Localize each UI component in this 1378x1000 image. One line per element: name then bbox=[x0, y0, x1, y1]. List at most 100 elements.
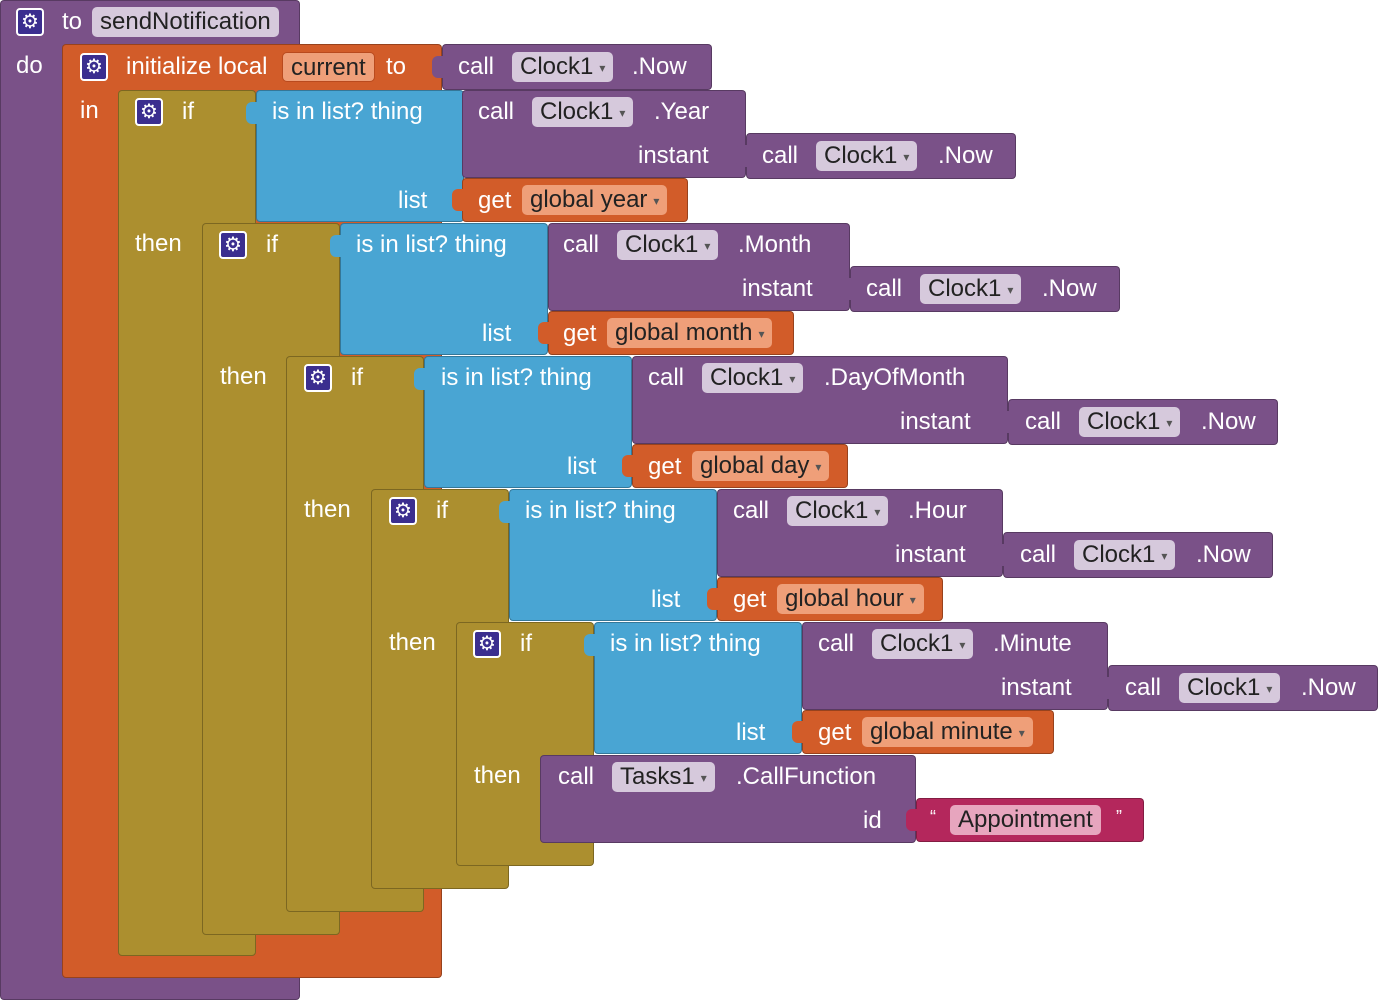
keyword-list: list bbox=[651, 586, 681, 613]
keyword-then: then bbox=[389, 629, 436, 656]
component-dropdown[interactable]: Tasks1 ▾ bbox=[612, 762, 715, 792]
keyword-call: call bbox=[648, 364, 685, 391]
keyword-call: call bbox=[1020, 541, 1057, 568]
gear-icon[interactable]: ⚙ bbox=[16, 8, 44, 36]
procedure-name-field[interactable]: sendNotification bbox=[92, 7, 279, 37]
keyword-then: then bbox=[474, 762, 521, 789]
keyword-in: in bbox=[80, 97, 99, 124]
socket-notch bbox=[707, 588, 719, 610]
method-name: .Year bbox=[654, 98, 710, 125]
keyword-get: get bbox=[478, 187, 512, 214]
component-dropdown[interactable]: Clock1 ▾ bbox=[1179, 673, 1281, 703]
keyword-call: call bbox=[818, 630, 855, 657]
keyword-then: then bbox=[304, 496, 351, 523]
global-variable-dropdown[interactable]: global day ▾ bbox=[692, 451, 830, 481]
is-in-list-block-hour[interactable] bbox=[509, 489, 717, 621]
keyword-instant: instant bbox=[1001, 674, 1072, 701]
keyword-do: do bbox=[16, 52, 43, 79]
call-clock-now-block[interactable] bbox=[1003, 532, 1273, 578]
global-variable-dropdown[interactable]: global month ▾ bbox=[607, 318, 773, 348]
keyword-get: get bbox=[818, 719, 852, 746]
is-in-list-block-month[interactable] bbox=[340, 223, 548, 355]
method-name: .Month bbox=[738, 231, 812, 258]
component-dropdown[interactable]: Clock1 ▾ bbox=[617, 230, 719, 260]
method-name: .Now bbox=[1301, 674, 1356, 701]
keyword-list: list bbox=[482, 320, 512, 347]
keyword-to: to bbox=[62, 8, 83, 35]
keyword-instant: instant bbox=[742, 275, 813, 302]
keyword-instant: instant bbox=[895, 541, 966, 568]
keyword-is-in-list: is in list? thing bbox=[441, 364, 592, 391]
socket-notch bbox=[414, 368, 426, 390]
is-in-list-block-day[interactable] bbox=[424, 356, 632, 488]
is-in-list-block-minute[interactable] bbox=[594, 622, 802, 754]
global-variable-dropdown[interactable]: global minute ▾ bbox=[862, 717, 1033, 747]
method-name: .Minute bbox=[993, 630, 1072, 657]
keyword-then: then bbox=[220, 363, 267, 390]
method-name: .Now bbox=[1201, 408, 1256, 435]
keyword-id: id bbox=[863, 807, 882, 834]
component-dropdown[interactable]: Clock1 ▾ bbox=[512, 52, 614, 82]
socket-notch bbox=[1098, 677, 1110, 699]
keyword-list: list bbox=[567, 453, 597, 480]
global-variable-dropdown[interactable]: global hour ▾ bbox=[777, 584, 924, 614]
keyword-if: if bbox=[266, 231, 278, 258]
keyword-call: call bbox=[1125, 674, 1162, 701]
gear-icon[interactable]: ⚙ bbox=[80, 53, 108, 81]
keyword-instant: instant bbox=[638, 142, 709, 169]
socket-notch bbox=[452, 189, 464, 211]
socket-notch bbox=[736, 145, 748, 167]
quote-open: “ bbox=[930, 807, 936, 827]
socket-notch bbox=[584, 634, 596, 656]
method-name: .Now bbox=[938, 142, 993, 169]
keyword-call: call bbox=[558, 763, 595, 790]
call-tasks-callfunction-block[interactable] bbox=[540, 755, 916, 843]
is-in-list-block-year[interactable] bbox=[256, 90, 464, 222]
socket-notch bbox=[538, 322, 550, 344]
keyword-list: list bbox=[736, 719, 766, 746]
socket-notch bbox=[792, 721, 804, 743]
keyword-is-in-list: is in list? thing bbox=[356, 231, 507, 258]
local-variable-name-field[interactable]: current bbox=[282, 52, 375, 82]
call-clock-dayofmonth-block[interactable] bbox=[632, 356, 1008, 444]
component-dropdown[interactable]: Clock1 ▾ bbox=[787, 496, 889, 526]
keyword-if: if bbox=[436, 497, 448, 524]
method-name: .Now bbox=[1196, 541, 1251, 568]
method-name: .Now bbox=[1042, 275, 1097, 302]
keyword-call: call bbox=[563, 231, 600, 258]
component-dropdown[interactable]: Clock1 ▾ bbox=[1074, 540, 1176, 570]
global-variable-dropdown[interactable]: global year ▾ bbox=[522, 185, 668, 215]
socket-notch bbox=[330, 235, 342, 257]
keyword-if: if bbox=[520, 630, 532, 657]
socket-notch bbox=[840, 278, 852, 300]
component-dropdown[interactable]: Clock1 ▾ bbox=[920, 274, 1022, 304]
keyword-is-in-list: is in list? thing bbox=[525, 497, 676, 524]
method-name: .CallFunction bbox=[736, 763, 877, 790]
keyword-get: get bbox=[563, 320, 597, 347]
method-name: .Now bbox=[632, 53, 687, 80]
keyword-is-in-list: is in list? thing bbox=[272, 98, 423, 125]
socket-notch bbox=[622, 455, 634, 477]
component-dropdown[interactable]: Clock1 ▾ bbox=[872, 629, 974, 659]
component-dropdown[interactable]: Clock1 ▾ bbox=[1079, 407, 1181, 437]
quote-close: ” bbox=[1116, 807, 1122, 827]
keyword-if: if bbox=[351, 364, 363, 391]
method-name: .Hour bbox=[908, 497, 967, 524]
keyword-if: if bbox=[182, 98, 194, 125]
keyword-get: get bbox=[648, 453, 682, 480]
component-dropdown[interactable]: Clock1 ▾ bbox=[702, 363, 804, 393]
gear-icon[interactable]: ⚙ bbox=[389, 497, 417, 525]
gear-icon[interactable]: ⚙ bbox=[219, 231, 247, 259]
keyword-list: list bbox=[398, 187, 428, 214]
socket-notch bbox=[998, 411, 1010, 433]
gear-icon[interactable]: ⚙ bbox=[304, 364, 332, 392]
keyword-call: call bbox=[733, 497, 770, 524]
text-value-field[interactable]: Appointment bbox=[950, 805, 1101, 835]
socket-notch bbox=[499, 501, 511, 523]
gear-icon[interactable]: ⚙ bbox=[135, 98, 163, 126]
component-dropdown[interactable]: Clock1 ▾ bbox=[816, 141, 918, 171]
gear-icon[interactable]: ⚙ bbox=[473, 630, 501, 658]
keyword-initialize-local: initialize local bbox=[126, 53, 268, 80]
component-dropdown[interactable]: Clock1 ▾ bbox=[532, 97, 634, 127]
keyword-is-in-list: is in list? thing bbox=[610, 630, 761, 657]
